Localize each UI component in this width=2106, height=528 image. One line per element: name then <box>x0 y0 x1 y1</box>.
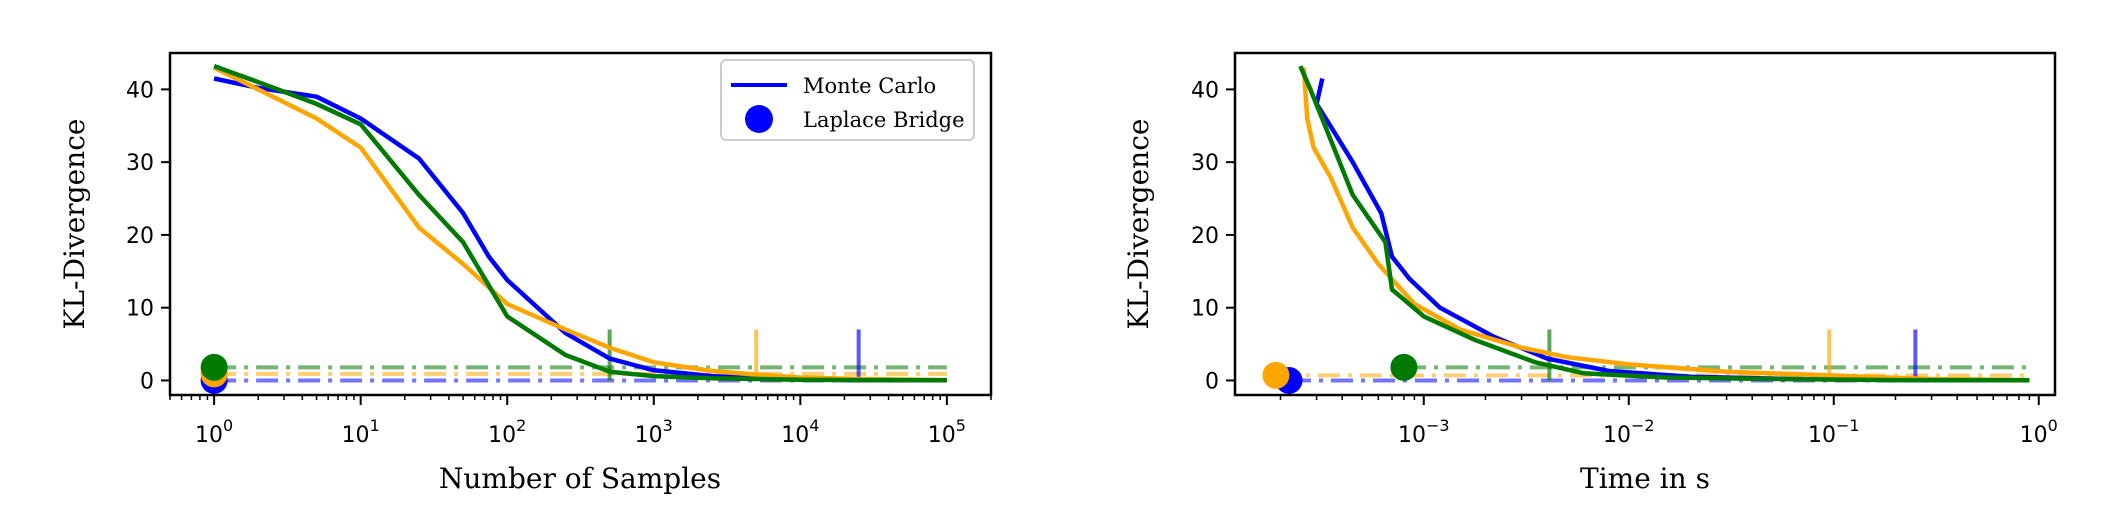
series-line-green <box>1298 65 2030 383</box>
x-tick-label: 10−1 <box>1808 416 1860 448</box>
legend-label-laplace-bridge: Laplace Bridge <box>803 108 965 132</box>
axis-ticks-samples: 0 10 20 30 40 100 101 102 103 104 105 <box>126 78 992 448</box>
y-tick-label: 0 <box>1205 369 1219 394</box>
y-tick-label: 40 <box>126 78 154 103</box>
series-line-blue <box>1314 78 2030 383</box>
laplace-bridge-point-green <box>1390 353 1418 381</box>
axis-ticks-time: 0 10 20 30 40 10−3 10−2 10−1 100 <box>1191 78 2058 448</box>
y-tick-label: 40 <box>1191 78 1219 103</box>
y-tick-label: 20 <box>1191 224 1219 249</box>
axes-frame-samples <box>168 51 993 397</box>
y-axis-label-time: KL-Divergence <box>1122 119 1155 330</box>
laplace-bridge-point-green <box>200 353 228 381</box>
legend: Monte Carlo Laplace Bridge <box>720 59 975 141</box>
x-tick-label: 104 <box>781 416 819 448</box>
x-tick-label: 102 <box>488 416 526 448</box>
laplace-bridge-point-orange <box>1262 361 1290 389</box>
y-tick-label: 10 <box>126 297 154 322</box>
axes-frame-time <box>1233 51 2057 397</box>
y-tick-label: 30 <box>1191 151 1219 176</box>
y-tick-label: 30 <box>126 151 154 176</box>
series-line-orange <box>1301 67 2030 383</box>
legend-box <box>720 59 975 141</box>
legend-label-monte-carlo: Monte Carlo <box>803 74 936 98</box>
x-tick-label: 100 <box>195 416 233 448</box>
plot-area-time <box>1262 65 2030 394</box>
x-axis-label-time: Time in s <box>1580 462 1710 495</box>
y-axis-label-samples: KL-Divergence <box>58 119 91 330</box>
x-tick-label: 103 <box>635 416 673 448</box>
series-line-orange <box>213 65 947 383</box>
x-tick-label: 101 <box>342 416 380 448</box>
legend-marker-laplace-bridge <box>745 105 773 133</box>
chart-samples: 0 10 20 30 40 100 101 102 103 104 105 Number of Sa… <box>58 51 993 495</box>
x-axis-label-samples: Number of Samples <box>439 462 721 495</box>
y-tick-label: 20 <box>126 224 154 249</box>
chart-time: 0 10 20 30 40 10−3 10−2 10−1 100 Time in s KL-Di… <box>1122 51 2058 495</box>
x-tick-label: 105 <box>928 416 966 448</box>
x-tick-label: 100 <box>2020 416 2058 448</box>
y-tick-label: 0 <box>140 369 154 394</box>
series-line-green <box>213 63 947 383</box>
plot-area-samples <box>200 63 947 394</box>
x-tick-label: 10−3 <box>1398 416 1450 448</box>
y-tick-label: 10 <box>1191 297 1219 322</box>
x-tick-label: 10−2 <box>1603 416 1655 448</box>
